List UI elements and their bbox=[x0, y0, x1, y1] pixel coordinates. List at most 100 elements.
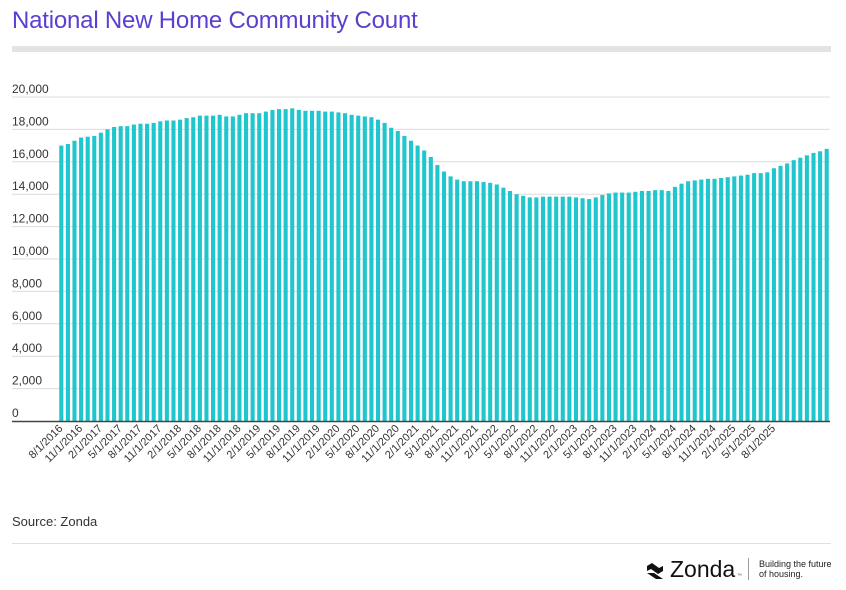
bar bbox=[692, 180, 697, 421]
bar bbox=[158, 121, 163, 422]
bar bbox=[112, 126, 117, 421]
bar bbox=[705, 178, 710, 421]
bar bbox=[712, 178, 717, 421]
bar bbox=[395, 131, 400, 421]
bar bbox=[514, 194, 519, 421]
bar bbox=[290, 108, 295, 421]
y-tick-label: 14,000 bbox=[12, 179, 49, 193]
bar bbox=[382, 122, 387, 422]
bar bbox=[474, 181, 480, 421]
bar bbox=[791, 160, 796, 421]
bar bbox=[593, 197, 598, 421]
bar bbox=[547, 196, 552, 421]
bar bbox=[65, 143, 70, 422]
bar bbox=[204, 115, 209, 421]
bar bbox=[567, 196, 572, 421]
bar bbox=[639, 190, 644, 421]
y-tick-label: 0 bbox=[12, 406, 19, 420]
bar bbox=[72, 140, 77, 422]
bar-chart: 0 2,000 4,000 6,000 8,000 10,000 12,000 14,000 1… bbox=[12, 82, 830, 466]
bar bbox=[613, 192, 618, 421]
y-tick-label: 4,000 bbox=[12, 341, 42, 355]
bar bbox=[277, 109, 282, 422]
bar bbox=[554, 196, 559, 421]
bar bbox=[151, 122, 156, 422]
bar bbox=[422, 150, 427, 421]
x-axis-tick-labels: 8/1/201611/1/20162/1/20175/1/20178/1/201… bbox=[27, 423, 778, 466]
bar bbox=[197, 115, 202, 421]
bar bbox=[435, 165, 440, 421]
bar bbox=[125, 126, 130, 421]
bar bbox=[461, 181, 466, 421]
bar bbox=[811, 152, 816, 421]
bar bbox=[408, 140, 414, 422]
bar bbox=[600, 195, 605, 421]
bar bbox=[145, 123, 150, 421]
bar bbox=[778, 165, 783, 421]
bar bbox=[303, 110, 308, 422]
bar bbox=[738, 175, 743, 421]
bar bbox=[441, 171, 447, 421]
bar bbox=[131, 124, 136, 421]
bar bbox=[725, 177, 730, 421]
bar bbox=[672, 186, 677, 421]
bar bbox=[507, 190, 513, 421]
bar bbox=[785, 163, 790, 422]
bar bbox=[587, 199, 592, 421]
bar bbox=[349, 114, 354, 421]
y-tick-label: 8,000 bbox=[12, 276, 42, 290]
bar bbox=[224, 116, 229, 421]
bar bbox=[138, 123, 143, 421]
bar bbox=[171, 120, 176, 422]
bar bbox=[752, 173, 757, 421]
bar bbox=[92, 135, 97, 421]
brand-trademark: ™ bbox=[737, 573, 742, 579]
bar bbox=[494, 184, 499, 421]
bar bbox=[316, 110, 321, 422]
bar bbox=[580, 198, 585, 421]
bar bbox=[191, 117, 196, 421]
bar bbox=[573, 197, 579, 421]
bar bbox=[719, 178, 724, 421]
bar bbox=[455, 179, 460, 421]
bar bbox=[818, 151, 823, 421]
bar bbox=[732, 176, 737, 421]
bar bbox=[329, 111, 334, 421]
bar bbox=[270, 109, 275, 422]
bar bbox=[626, 192, 631, 421]
bar bbox=[178, 119, 183, 422]
bar bbox=[244, 113, 249, 421]
bar bbox=[336, 112, 341, 421]
bar bbox=[211, 115, 216, 421]
bar bbox=[666, 190, 671, 421]
y-tick-label: 18,000 bbox=[12, 114, 49, 128]
bar bbox=[659, 190, 664, 421]
bar bbox=[415, 145, 420, 421]
bar bbox=[745, 174, 750, 421]
bar bbox=[765, 172, 770, 421]
y-tick-label: 20,000 bbox=[12, 82, 49, 96]
bar bbox=[369, 117, 374, 421]
bar bbox=[342, 113, 348, 421]
bar bbox=[250, 113, 255, 421]
bar bbox=[468, 181, 473, 421]
bar bbox=[620, 192, 625, 421]
bar bbox=[356, 115, 361, 421]
bar bbox=[488, 182, 493, 421]
brand-name: Zonda bbox=[670, 556, 736, 582]
y-tick-label: 2,000 bbox=[12, 374, 42, 388]
y-tick-label: 16,000 bbox=[12, 147, 49, 161]
y-axis-tick-labels: 0 2,000 4,000 6,000 8,000 10,000 12,000 14,000 1… bbox=[12, 82, 49, 420]
chart-title: National New Home Community Count bbox=[12, 7, 418, 34]
bar bbox=[257, 113, 262, 421]
bar bbox=[824, 148, 829, 421]
bar bbox=[283, 109, 288, 422]
bar bbox=[230, 116, 235, 421]
bar bbox=[296, 109, 301, 422]
bar bbox=[237, 114, 242, 421]
bar bbox=[771, 168, 776, 421]
bar bbox=[98, 132, 103, 421]
source-note: Source: Zonda bbox=[12, 514, 98, 529]
bar bbox=[428, 156, 433, 421]
bars bbox=[59, 108, 829, 422]
